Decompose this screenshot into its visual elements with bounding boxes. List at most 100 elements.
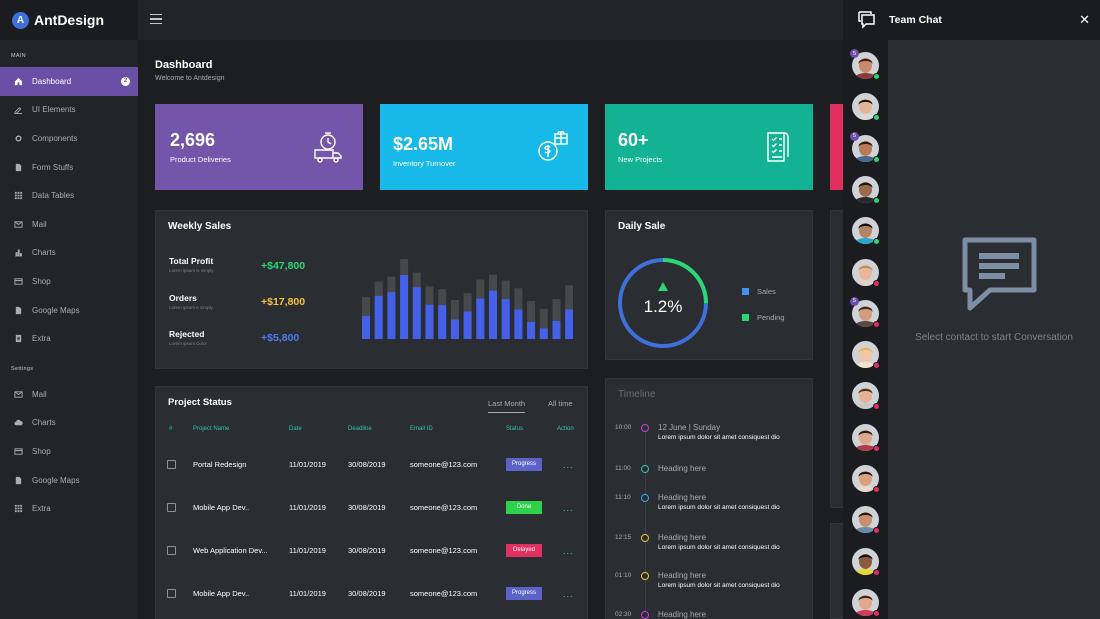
timeline-time: 02:30 (615, 611, 632, 618)
bar-value (489, 290, 497, 339)
bar-total (527, 300, 536, 339)
sidebar-item-shop[interactable]: Shop (0, 267, 138, 296)
project-deadline: 30/08/2019 (348, 589, 386, 598)
row-checkbox[interactable] (167, 460, 176, 469)
ws-name: Orders (169, 293, 197, 303)
document-icon (13, 334, 23, 344)
timeline-dot (641, 494, 649, 502)
panel-title: Daily Sale (618, 221, 666, 232)
daily-sale-value: 1.2% (643, 297, 683, 316)
status-dot (873, 73, 880, 80)
timeline-dot (641, 611, 649, 619)
sidebar-item-form-stuffs[interactable]: Form Stuffs (0, 153, 138, 182)
weekly-sales-chart (362, 259, 573, 339)
contact-avatar[interactable] (852, 506, 880, 535)
sidebar-item-components[interactable]: Components (0, 124, 138, 153)
project-email: someone@123.com (410, 460, 478, 469)
sidebar-item-charts[interactable]: Charts (0, 409, 138, 438)
chat-title: Team Chat (889, 14, 942, 26)
contact-avatar[interactable] (852, 547, 880, 576)
delivery-icon (311, 130, 345, 164)
tab-all-time[interactable]: All time (548, 399, 573, 408)
contact-avatar[interactable]: 5 (850, 49, 880, 80)
ws-name: Rejected (169, 329, 205, 339)
row-checkbox[interactable] (167, 546, 176, 555)
daily-sale-panel: Daily Sale 1.2% Sales Pending (605, 210, 813, 360)
main-nav: Dashboard 2 UI Elements Components Form Stuf… (0, 67, 138, 353)
sidebar-item-label: Google Maps (32, 305, 80, 315)
sidebar-item-extra[interactable]: Extra (0, 324, 138, 353)
weekly-sales-panel: Weekly Sales Total Profit Lorem ipsum is… (155, 210, 588, 369)
brand[interactable]: A AntDesign (0, 0, 138, 40)
project-status-panel: Project Status Last Month All time # Pro… (155, 386, 588, 619)
stat-card-inventory[interactable]: $2.65M Inventory Turnover (380, 104, 588, 190)
more-actions-button[interactable]: ... (563, 460, 574, 470)
ws-row-orders: Orders Lorem ipsum e simply (169, 293, 213, 310)
contact-avatar[interactable] (852, 93, 880, 122)
sidebar-item-google-maps[interactable]: Google Maps (0, 466, 138, 495)
unread-count-badge: 5 (850, 296, 859, 306)
contact-avatar[interactable] (852, 588, 880, 617)
sidebar-item-google-maps[interactable]: Google Maps (0, 296, 138, 325)
sidebar-item-label: Components (32, 133, 78, 143)
row-checkbox[interactable] (167, 589, 176, 598)
contact-avatar[interactable] (852, 341, 880, 370)
contact-avatar[interactable] (852, 175, 880, 204)
sidebar-item-dashboard[interactable]: Dashboard 2 (0, 67, 138, 96)
bar-value (463, 311, 472, 339)
col-header: Project Name (193, 426, 230, 432)
status-dot (873, 403, 880, 411)
timeline-heading: Heading here (658, 493, 707, 502)
timeline-dot (641, 465, 649, 473)
sidebar-item-ui-elements[interactable]: UI Elements (0, 96, 138, 125)
sidebar-item-data-tables[interactable]: Data Tables (0, 181, 138, 210)
stat-card-partial[interactable] (830, 104, 843, 190)
ws-sub: Lorem ipsum e simply (169, 305, 213, 310)
contact-avatar[interactable] (852, 423, 880, 452)
contact-avatar[interactable] (852, 465, 880, 493)
timeline-time: 11:00 (615, 465, 631, 472)
contact-avatar[interactable] (852, 258, 880, 287)
ws-sub: Lorem ipsum is simply (169, 268, 214, 273)
bar-total (552, 299, 561, 339)
sidebar-item-label: Mail (32, 389, 47, 399)
timeline-heading: Heading here (658, 533, 707, 542)
stat-value: $2.65M (393, 134, 454, 154)
avatar-photo (852, 423, 879, 451)
bar-value (412, 287, 421, 339)
mail-icon (13, 389, 23, 399)
sidebar-item-mail[interactable]: Mail (0, 380, 138, 409)
project-email: someone@123.com (410, 546, 478, 555)
sidebar-item-mail[interactable]: Mail (0, 210, 138, 239)
more-actions-button[interactable]: ... (563, 589, 574, 599)
contact-avatar[interactable] (852, 382, 880, 411)
sidebar-item-charts[interactable]: Charts (0, 239, 138, 268)
legend-swatch (742, 288, 749, 295)
notification-badge: 2 (121, 76, 130, 86)
money-gift-icon (536, 130, 570, 164)
row-checkbox[interactable] (167, 503, 176, 512)
status-dot (873, 527, 880, 535)
tab-last-month[interactable]: Last Month (488, 399, 526, 413)
close-icon[interactable]: ✕ (1079, 12, 1090, 27)
chat-empty-icon (962, 237, 1037, 311)
avatar-photo (852, 341, 879, 369)
contact-avatar[interactable] (852, 217, 880, 246)
stat-card-deliveries[interactable]: 2,696 Product Deliveries (155, 104, 363, 190)
contact-avatar[interactable]: 5 (850, 296, 880, 328)
stat-label: Product Deliveries (170, 155, 231, 164)
bar-value (476, 298, 485, 339)
menu-toggle-icon[interactable] (150, 14, 162, 24)
sidebar-item-extra[interactable]: Extra (0, 494, 138, 523)
contact-avatar[interactable]: 5 (850, 131, 880, 163)
bar-chart-icon (13, 248, 23, 258)
bar-value (501, 299, 510, 339)
sidebar-item-shop[interactable]: Shop (0, 437, 138, 466)
timeline-heading: Heading here (658, 464, 707, 473)
sidebar-item-label: Dashboard (32, 76, 72, 86)
avatar-photo (852, 506, 879, 534)
more-actions-button[interactable]: ... (563, 503, 574, 513)
ws-value: +$5,800 (261, 332, 300, 344)
stat-card-projects[interactable]: 60+ New Projects (605, 104, 813, 190)
more-actions-button[interactable]: ... (563, 546, 574, 556)
